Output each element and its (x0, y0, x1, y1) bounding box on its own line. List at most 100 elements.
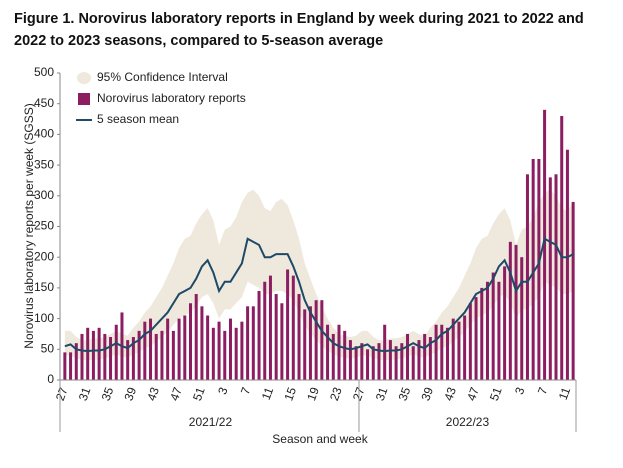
bar (348, 340, 352, 380)
bar (160, 330, 164, 380)
bar (331, 333, 335, 380)
bar (97, 327, 101, 380)
x-tick-label: 19 (304, 385, 322, 403)
y-axis-title: Norovirus laboratory reports per week (S… (22, 103, 36, 348)
bar (474, 297, 478, 380)
bar (206, 315, 210, 380)
bar (297, 294, 301, 380)
bar (463, 315, 467, 380)
y-tick-label: 150 (34, 280, 54, 294)
bar (69, 352, 73, 380)
x-tick-label: 43 (441, 385, 459, 403)
bar (149, 318, 153, 380)
bar (388, 340, 392, 380)
bar (200, 306, 204, 380)
bar (326, 324, 330, 380)
bar (525, 174, 529, 380)
bar (434, 324, 438, 380)
x-tick-label: 47 (167, 385, 185, 403)
bar (177, 318, 181, 380)
x-tick-label: 39 (121, 385, 139, 403)
bar (537, 158, 541, 380)
bar (337, 324, 341, 380)
bar (400, 343, 404, 380)
mean-line (64, 237, 574, 353)
x-tick-label: 11 (259, 385, 277, 402)
chart-title: Figure 1. Norovirus laboratory reports i… (14, 11, 584, 49)
x-axis-title: Season and week (272, 432, 368, 446)
x-tick-label: 51 (487, 385, 505, 403)
x-tick-label: 3 (512, 385, 528, 396)
bar (485, 281, 489, 380)
x-tick-label: 35 (396, 385, 414, 403)
legend-swatch (77, 72, 91, 84)
bar (360, 343, 364, 380)
bar (514, 244, 518, 380)
bar (308, 306, 312, 380)
bar (457, 321, 461, 380)
y-tick-label: 200 (34, 249, 54, 263)
bar (126, 340, 130, 380)
x-tick-label: 31 (373, 385, 391, 403)
bar (166, 318, 170, 380)
y-tick-label: 100 (34, 311, 54, 325)
bar (246, 306, 250, 380)
bar (171, 330, 175, 380)
x-tick-label: 31 (76, 385, 94, 403)
x-tick-label: 51 (190, 385, 208, 403)
bar (291, 275, 295, 380)
bar (91, 330, 95, 380)
bar (508, 241, 512, 380)
x-tick-label: 3 (215, 385, 231, 396)
bar (411, 346, 415, 380)
bar (303, 309, 307, 380)
bar (543, 109, 547, 380)
bar (143, 321, 147, 380)
legend-label: 5 season mean (97, 112, 179, 126)
bar (560, 115, 564, 380)
bar (80, 333, 84, 380)
bar (217, 321, 221, 380)
y-tick-label: 400 (34, 127, 54, 141)
bar (154, 333, 158, 380)
legend-label: 95% Confidence Interval (97, 70, 228, 84)
bar (240, 321, 244, 380)
bar (63, 352, 67, 380)
y-tick-label: 250 (34, 219, 54, 233)
bar (103, 333, 107, 380)
bar (565, 149, 569, 380)
x-tick-label: 35 (99, 385, 117, 403)
bar (417, 340, 421, 380)
x-tick-label: 47 (464, 385, 482, 403)
bar (383, 324, 387, 380)
confidence-band (64, 189, 574, 361)
y-tick-label: 300 (34, 188, 54, 202)
bar (183, 315, 187, 380)
bar (280, 303, 284, 380)
bar (343, 330, 347, 380)
bar (451, 318, 455, 380)
bar (366, 349, 370, 380)
bar (468, 303, 472, 380)
y-tick-label: 450 (34, 96, 54, 110)
bar (320, 300, 324, 380)
bar (131, 337, 135, 380)
bar (251, 306, 255, 380)
bar (114, 324, 118, 380)
bar (377, 343, 381, 380)
bar (554, 174, 558, 380)
y-tick-label: 350 (34, 157, 54, 171)
bar (268, 275, 272, 380)
bar (394, 346, 398, 380)
bar (354, 346, 358, 380)
bar (109, 337, 113, 380)
bar (480, 287, 484, 380)
bar (491, 272, 495, 380)
bar (497, 281, 501, 380)
bar (314, 300, 318, 380)
x-tick-label: 11 (556, 385, 574, 402)
bar (189, 303, 192, 380)
bar (520, 257, 524, 380)
bar (211, 327, 215, 380)
